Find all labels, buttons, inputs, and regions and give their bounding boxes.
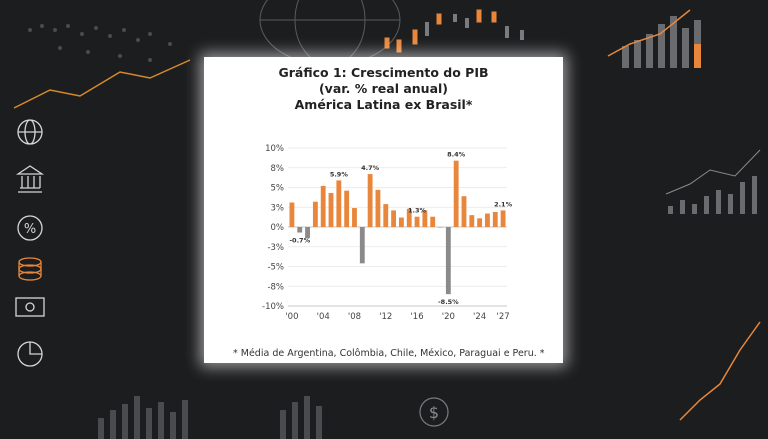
bar-2009	[359, 227, 365, 264]
bar-2020	[445, 227, 451, 295]
right-trend-line	[607, 9, 691, 57]
right-low-line	[679, 321, 761, 421]
x-tick-label: '00	[285, 312, 298, 322]
bar-2010	[367, 174, 373, 227]
bar-2013	[391, 210, 397, 227]
x-tick-label: '08	[348, 312, 361, 322]
bottom-bars	[98, 396, 322, 439]
bank-icon	[15, 165, 45, 193]
bar-2008	[352, 208, 357, 227]
x-tick-label: '04	[317, 312, 330, 322]
data-label-2016: 1.3%	[408, 207, 427, 215]
y-tick-label: 5%	[271, 184, 285, 194]
data-label-2027: 2.1%	[494, 200, 513, 208]
x-tick-label: '16	[410, 312, 423, 322]
chart-card: Gráfico 1: Crescimento do PIB (var. % re…	[204, 57, 563, 363]
right-mid-bars	[668, 176, 757, 214]
chart-title-line-3: América Latina ex Brasil*	[294, 97, 473, 112]
y-tick-label: 3%	[271, 203, 285, 213]
bar-2005	[328, 193, 334, 227]
right-bar-accent	[694, 44, 701, 68]
bar-2000	[289, 202, 295, 227]
dollar-coin-icon	[419, 397, 449, 427]
y-tick-label: 8%	[271, 164, 285, 174]
bar-2007	[344, 190, 350, 227]
bar-2012	[383, 204, 389, 227]
bar-2016	[414, 216, 420, 227]
bar-2019	[438, 227, 443, 228]
percent-icon	[17, 215, 43, 241]
bar-2006	[336, 180, 342, 227]
data-label-2010: 4.7%	[361, 164, 380, 172]
sidebar-icons	[15, 119, 45, 367]
y-tick-label: 10%	[265, 144, 284, 154]
chart-title-line-2: (var. % real anual)	[318, 81, 449, 96]
coins-icon	[18, 257, 42, 281]
y-tick-label: -10%	[262, 302, 284, 312]
x-tick-label: '12	[379, 312, 392, 322]
bar-2011	[375, 189, 381, 227]
y-tick-label: -8%	[267, 282, 284, 292]
x-tick-label: '27	[497, 312, 510, 322]
trend-line	[13, 59, 191, 109]
banknote-icon	[15, 297, 45, 317]
data-label-2006: 5.9%	[330, 170, 349, 178]
world-map-dots	[28, 24, 172, 62]
bar-2003	[312, 201, 318, 227]
y-tick-label: -3%	[267, 243, 284, 253]
gdp-bar-chart: 10% 8% 5% 3% 0% -3% -5% -8% -10%'00 '04 '08 '12 '16 '…	[262, 144, 513, 322]
bar-2018	[430, 216, 436, 227]
candlestick-gray	[425, 14, 524, 40]
x-tick-label: '24	[473, 312, 486, 322]
bar-2027	[500, 210, 506, 227]
bar-2023	[469, 215, 475, 227]
bar-2025	[485, 213, 490, 227]
bar-2021	[453, 160, 459, 227]
percent-sign: %	[24, 222, 36, 237]
x-tick-label: '20	[442, 312, 455, 322]
bar-2022	[461, 196, 467, 227]
candlestick-decoration	[384, 9, 497, 53]
data-label-2020: -8.5%	[438, 298, 459, 306]
dollar-sign: $	[429, 403, 439, 422]
bar-2017	[422, 210, 428, 227]
data-label-2021: 8.4%	[447, 151, 466, 159]
bar-2002	[305, 227, 310, 239]
data-label-2001: -0.7%	[289, 237, 310, 245]
y-tick-label: -5%	[267, 263, 284, 273]
bar-2024	[477, 218, 483, 227]
bar-2004	[320, 185, 326, 227]
bar-2015	[406, 208, 412, 227]
chart-title-line-1: Gráfico 1: Crescimento do PIB	[278, 65, 489, 80]
y-tick-label: 0%	[271, 223, 285, 233]
bar-2026	[492, 211, 498, 227]
bar-2014	[398, 217, 404, 227]
chart-footnote: * Média de Argentina, Colômbia, Chile, M…	[233, 348, 545, 359]
right-mid-line	[665, 149, 761, 195]
bar-2001	[297, 227, 303, 233]
